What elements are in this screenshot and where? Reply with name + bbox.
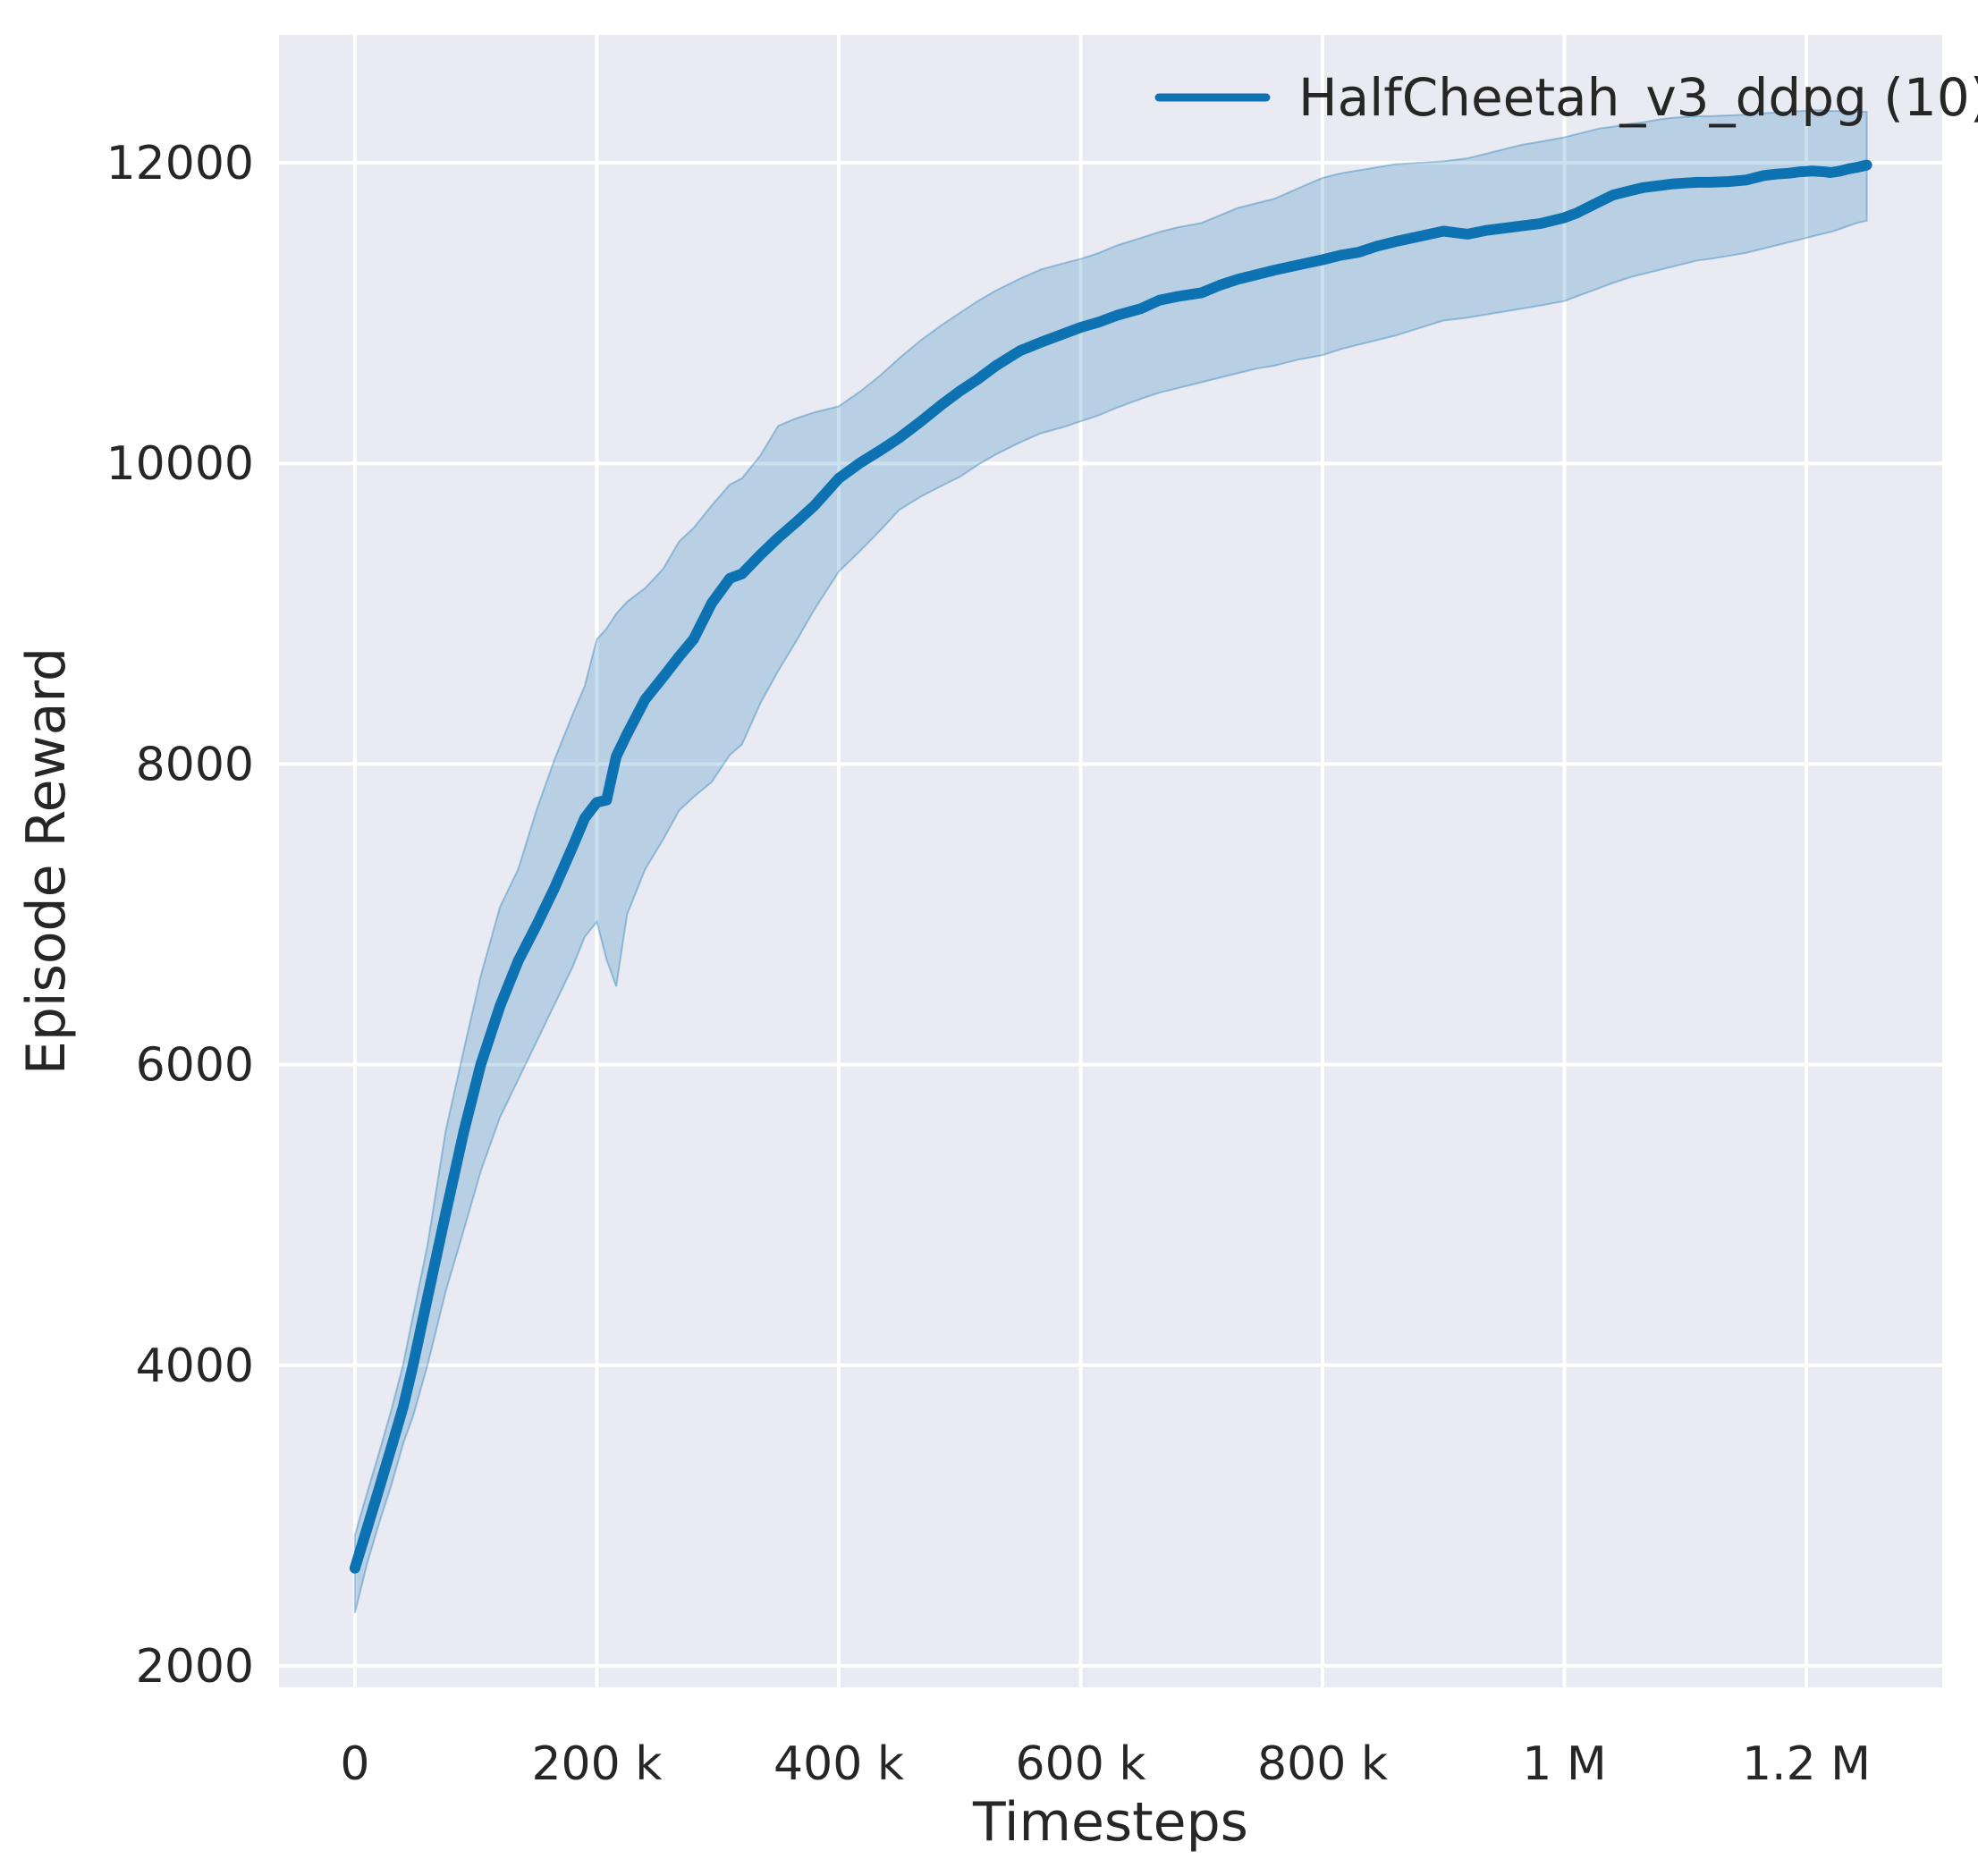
y-axis-label: Episode Reward bbox=[15, 647, 78, 1075]
x-tick-label: 400 k bbox=[773, 1737, 904, 1791]
y-tick-label: 2000 bbox=[136, 1640, 254, 1694]
y-tick-labels: 2000 4000 6000 8000 10000 12000 bbox=[106, 137, 254, 1694]
gridlines bbox=[279, 35, 1942, 1687]
x-tick-label: 0 bbox=[340, 1737, 369, 1791]
y-tick-label: 10000 bbox=[106, 437, 254, 491]
mean-line bbox=[349, 159, 1872, 1574]
y-tick-label: 6000 bbox=[136, 1039, 254, 1093]
x-tick-label: 200 k bbox=[531, 1737, 662, 1791]
plot-area bbox=[279, 35, 1942, 1687]
x-tick-label: 600 k bbox=[1016, 1737, 1146, 1791]
x-axis-label: Timesteps bbox=[972, 1791, 1248, 1854]
y-tick-label: 12000 bbox=[106, 137, 254, 190]
legend-entry-label: HalfCheetah_v3_ddpg (10) bbox=[1298, 67, 1978, 128]
x-tick-label: 1.2 M bbox=[1742, 1737, 1871, 1791]
x-tick-label: 1 M bbox=[1522, 1737, 1606, 1791]
y-tick-label: 4000 bbox=[136, 1339, 254, 1393]
y-tick-label: 8000 bbox=[136, 738, 254, 791]
confidence-band bbox=[353, 109, 1868, 1614]
x-tick-label: 800 k bbox=[1257, 1737, 1388, 1791]
x-tick-labels: 0 200 k 400 k 600 k 800 k 1 M 1.2 M bbox=[340, 1737, 1871, 1791]
legend: HalfCheetah_v3_ddpg (10) bbox=[1154, 67, 1978, 128]
